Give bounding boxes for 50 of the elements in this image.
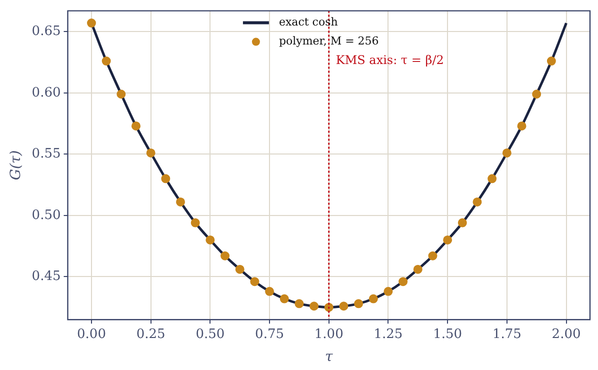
x-tick-label: 1.50 <box>433 326 462 342</box>
point <box>176 197 186 206</box>
point <box>310 302 319 311</box>
point <box>280 294 289 304</box>
legend-label: exact cosh <box>278 16 338 29</box>
point <box>384 286 393 296</box>
y-tick-label: 0.60 <box>32 85 61 100</box>
point <box>220 251 230 260</box>
legend-label: polymer, M = 256 <box>278 34 379 48</box>
x-tick-label: 1.75 <box>492 326 522 342</box>
x-tick-label: 2.00 <box>552 326 581 342</box>
point <box>190 218 200 228</box>
point <box>235 264 244 274</box>
y-tick-label: 0.50 <box>32 208 61 223</box>
point <box>206 235 215 244</box>
point <box>368 294 378 304</box>
point <box>161 174 170 184</box>
x-tick-label: 1.00 <box>314 326 344 342</box>
x-axis-title: τ <box>325 349 333 366</box>
y-tick-label: 0.45 <box>32 269 61 284</box>
point <box>413 264 422 274</box>
ref-line-label: KMS axis: τ = β/2 <box>336 52 444 67</box>
point <box>532 90 542 99</box>
point <box>517 121 526 130</box>
y-axis-title: G(τ) <box>8 150 24 180</box>
y-tick-label: 0.55 <box>32 146 61 162</box>
point <box>339 302 348 311</box>
point <box>398 277 408 286</box>
y-tick-label: 0.65 <box>32 24 61 40</box>
point <box>265 286 274 296</box>
point <box>472 197 482 206</box>
point <box>428 251 438 260</box>
point <box>443 235 452 244</box>
x-tick-label: 0.50 <box>196 326 225 342</box>
point <box>458 218 467 228</box>
point <box>250 277 260 286</box>
point <box>102 56 111 66</box>
x-tick-label: 0.25 <box>136 326 166 342</box>
point <box>294 299 304 308</box>
point <box>488 174 497 184</box>
x-tick-label: 0.00 <box>77 326 106 342</box>
point <box>86 18 96 28</box>
point <box>354 299 364 308</box>
x-tick-label: 1.25 <box>374 326 403 342</box>
point <box>502 148 512 158</box>
point <box>116 90 126 99</box>
point <box>146 148 156 158</box>
point <box>131 121 140 130</box>
point <box>546 56 556 66</box>
x-tick-label: 0.75 <box>255 326 284 342</box>
